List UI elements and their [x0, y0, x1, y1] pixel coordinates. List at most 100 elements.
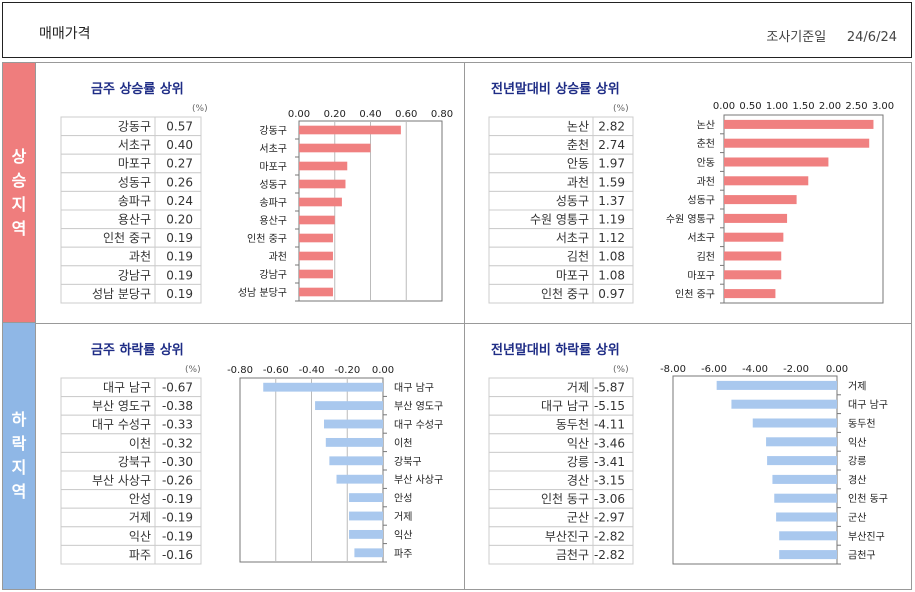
table-region-name: 익산: [129, 529, 151, 543]
bar: [299, 197, 342, 207]
table-value: 1.08: [598, 268, 625, 282]
table-value: 0.24: [166, 194, 193, 208]
category-label: 경산: [848, 473, 866, 486]
table-region-name: 마포구: [556, 268, 589, 282]
x-tick-label: 0.00: [288, 109, 310, 120]
table-region-name: 서초구: [556, 231, 589, 245]
table-value: 2.82: [598, 120, 625, 134]
category-label: 과천: [269, 251, 287, 263]
survey-date-value: 24/6/24: [846, 30, 897, 45]
category-label: 강남구: [259, 269, 287, 281]
table-value: -0.33: [162, 418, 193, 432]
x-tick-label: 0.40: [359, 109, 381, 120]
category-label: 대구 남구: [848, 399, 888, 411]
x-tick-label: -2.00: [783, 364, 809, 375]
table-region-name: 경산: [567, 474, 589, 488]
table-region-name: 과천: [567, 174, 589, 189]
chart-unit: (%): [613, 365, 629, 375]
page-title: 매매가격: [39, 26, 91, 42]
bar: [774, 493, 837, 503]
x-tick-label: -0.20: [334, 365, 360, 376]
table-value: -0.19: [162, 492, 193, 506]
table-value-cell: [592, 283, 634, 304]
bar: [299, 161, 348, 171]
table-region-name: 강릉: [567, 455, 589, 469]
chart-title: 전년말대비 상승률 상위: [491, 81, 620, 97]
vertical-divider: [464, 63, 465, 589]
bar: [299, 179, 346, 189]
table-region-name: 부산 사상구: [92, 474, 151, 488]
table-value: 0.19: [166, 231, 193, 245]
table-value: 0.19: [166, 287, 193, 301]
panel-weekly-down: 금주 하락률 상위 (%) 대구 남구 -0.67 부산 영도구 -0.38 대구 수성구 -…: [37, 324, 464, 589]
table-value-cell: [154, 544, 202, 565]
table-region-name: 대구 남구: [103, 381, 151, 395]
table-value: -5.15: [594, 399, 625, 413]
chart-title: 금주 하락률 상위: [91, 342, 184, 358]
category-label: 군산: [848, 512, 866, 524]
category-label: 인천 중구: [247, 233, 287, 245]
table-region-name: 거제: [567, 381, 589, 395]
table-value: 0.57: [166, 120, 193, 134]
table-region-name: 거제: [129, 511, 151, 525]
panel-ytd-down: 전년말대비 하락률 상위 (%) 거제 -5.87 대구 남구 -5.15 동두천 -4.11…: [465, 324, 911, 589]
bar: [724, 176, 809, 186]
table-region-name: 동두천: [556, 417, 589, 432]
category-label: 강북구: [394, 456, 422, 468]
x-tick-label: 1.00: [766, 101, 788, 112]
table-region-name: 금천구: [556, 547, 589, 562]
category-label: 안성: [394, 493, 412, 505]
sidebar-down-label-char: 하: [11, 410, 27, 429]
table-region-name: 김천: [567, 249, 589, 264]
chart-unit: (%): [613, 104, 629, 114]
category-label: 대구 남구: [394, 382, 434, 394]
category-label: 김천: [697, 251, 715, 263]
bar: [776, 512, 837, 522]
table-region-name: 안동: [567, 157, 589, 171]
bar: [263, 382, 383, 392]
table-region-name: 수원 영통구: [530, 213, 589, 227]
category-label: 거제: [848, 380, 866, 392]
chart-svg: 금주 상승률 상위 (%) 강동구 0.57 서초구 0.40 마포구 0.27 성동구 0.26…: [60, 82, 453, 304]
table-value: -3.15: [594, 474, 625, 488]
table-value: -5.87: [594, 381, 625, 395]
table-region-name: 인천 동구: [541, 491, 589, 506]
bar: [299, 143, 371, 153]
chart-unit: (%): [192, 104, 208, 114]
bar: [299, 251, 333, 261]
x-tick-label: 0.60: [395, 109, 417, 120]
category-label: 마포구: [687, 270, 715, 282]
category-label: 금천구: [848, 550, 876, 562]
category-label: 부산 사상구: [394, 474, 443, 486]
bar: [731, 399, 837, 409]
bar: [724, 270, 782, 280]
x-tick-label: 2.00: [819, 101, 841, 112]
table-region-name: 과천: [129, 249, 151, 264]
x-tick-label: 3.00: [872, 101, 894, 112]
table-value: 0.26: [166, 175, 193, 189]
bar: [752, 418, 837, 428]
bar: [779, 550, 837, 560]
table-value: 0.19: [166, 250, 193, 264]
table-value: -3.41: [594, 455, 625, 469]
bar: [724, 119, 874, 129]
table-value: -3.46: [594, 436, 625, 450]
table-region-name: 안성: [129, 492, 151, 506]
sidebar-down-label-char: 락: [11, 434, 27, 453]
table-value: -0.30: [162, 455, 193, 469]
table-region-name: 익산: [567, 436, 589, 450]
category-label: 강동구: [259, 125, 287, 137]
bar: [299, 125, 401, 135]
table-region-name: 이천: [129, 435, 151, 450]
table-value: 0.97: [598, 287, 625, 301]
bar: [724, 157, 829, 167]
table-value-cell: [154, 283, 202, 304]
x-tick-label: 2.50: [845, 101, 867, 112]
bar: [354, 548, 383, 558]
sidebar-down-label-char: 지: [11, 458, 27, 477]
table-value: 0.40: [166, 138, 193, 152]
category-label: 과천: [697, 176, 715, 188]
table-value: -2.82: [594, 529, 625, 543]
